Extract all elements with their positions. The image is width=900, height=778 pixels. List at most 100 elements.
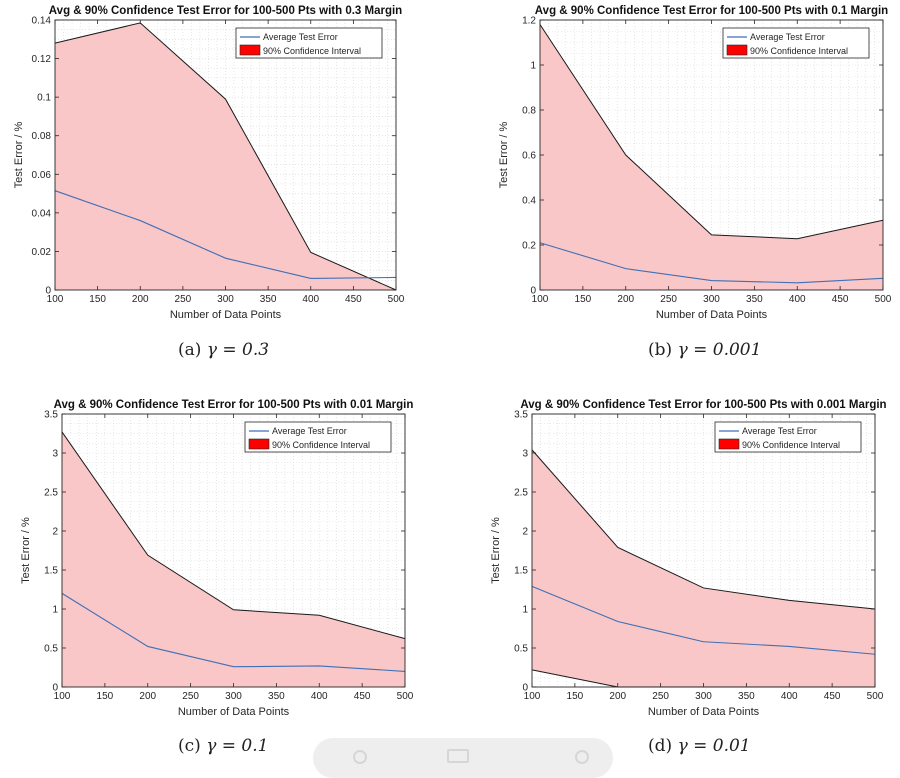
chart-panel-a: Avg & 90% Confidence Test Error for 100-… <box>0 0 445 330</box>
chart-a-average-line <box>54 190 397 279</box>
chart-a-ytick-label: 0.1 <box>37 93 51 104</box>
chart-a-ytick-label: 0.12 <box>32 54 52 65</box>
chart-c-ylabel: Test Error / % <box>20 517 32 584</box>
chart-a-legend-patch-swatch <box>239 44 261 56</box>
chart-c-xtick-label: 350 <box>268 691 285 702</box>
chart-c-xtick-label: 250 <box>182 691 199 702</box>
chart-b-ytick-label: 0.8 <box>522 106 536 117</box>
chart-c-xtick-label: 450 <box>354 691 371 702</box>
chart-c-xtick-label: 500 <box>397 691 414 702</box>
caption-b-math: γ = 0.001 <box>677 340 762 360</box>
caption-b: (b) γ = 0.001 <box>648 340 761 360</box>
caption-a-label: (a) <box>178 340 202 360</box>
chart-b-xtick-label: 250 <box>660 294 677 305</box>
chart-c-legend-entry-interval: 90% Confidence Interval <box>272 440 370 450</box>
chart-c-xlabel: Number of Data Points <box>178 706 290 718</box>
chart-d-xtick-label: 350 <box>738 691 755 702</box>
chart-c-xtick-label: 200 <box>139 691 156 702</box>
chart-a-confidence-band <box>55 22 396 291</box>
chart-a-legend-entry-interval: 90% Confidence Interval <box>263 46 361 56</box>
chart-a-xtick-label: 350 <box>260 294 277 305</box>
chart-a: Avg & 90% Confidence Test Error for 100-… <box>13 5 405 321</box>
chart-c-ytick-label: 3.5 <box>44 410 58 421</box>
chart-b-ytick-label: 0.4 <box>522 196 536 207</box>
chart-d-title: Avg & 90% Confidence Test Error for 100-… <box>520 399 886 411</box>
chart-b-xlabel: Number of Data Points <box>656 309 768 321</box>
toolbar-page-icon[interactable] <box>447 749 469 763</box>
chart-b-ytick-label: 1.2 <box>522 16 536 27</box>
chart-d-confidence-band <box>532 449 875 687</box>
toolbar-record-icon[interactable] <box>575 750 589 764</box>
chart-d: Avg & 90% Confidence Test Error for 100-… <box>490 399 887 718</box>
chart-a-ytick-label: 0.06 <box>32 170 52 181</box>
chart-c-ytick-label: 0.5 <box>44 644 58 655</box>
chart-d-ytick-label: 3 <box>522 449 528 460</box>
viewer-toolbar[interactable] <box>313 738 613 778</box>
chart-d-legend-entry-average: Average Test Error <box>742 426 817 436</box>
chart-c-ytick-label: 1 <box>52 605 58 616</box>
chart-panel-c: Avg & 90% Confidence Test Error for 100-… <box>0 397 445 727</box>
chart-a-ytick-label: 0.04 <box>32 208 52 219</box>
chart-a-xtick-label: 300 <box>217 294 234 305</box>
chart-b-average-line <box>539 242 884 284</box>
chart-a-ylabel: Test Error / % <box>13 121 25 188</box>
chart-panel-d: Avg & 90% Confidence Test Error for 100-… <box>470 397 900 727</box>
chart-d-ylabel: Test Error / % <box>490 517 502 584</box>
caption-d-label: (d) <box>648 736 673 756</box>
chart-c-xtick-label: 300 <box>225 691 242 702</box>
caption-d: (d) γ = 0.01 <box>648 736 751 756</box>
chart-b-legend: Average Test Error 90% Confidence Interva… <box>722 27 870 59</box>
caption-d-math: γ = 0.01 <box>677 736 751 756</box>
chart-b-ytick-label: 0.6 <box>522 151 536 162</box>
chart-d-upper-bound-line <box>531 449 876 610</box>
chart-b-xtick-label: 400 <box>789 294 806 305</box>
chart-c-ytick-label: 1.5 <box>44 566 58 577</box>
chart-a-xlabel: Number of Data Points <box>170 309 282 321</box>
chart-b-upper-bound-line <box>539 24 884 240</box>
chart-c-ytick-label: 2 <box>52 527 58 538</box>
chart-b-xtick-label: 500 <box>875 294 892 305</box>
chart-d-xtick-label: 500 <box>867 691 884 702</box>
chart-d-ytick-label: 2.5 <box>514 488 528 499</box>
caption-c-math: γ = 0.1 <box>206 736 269 756</box>
chart-d-xtick-label: 100 <box>524 691 541 702</box>
chart-c-legend-patch-swatch <box>248 438 270 450</box>
chart-d-xtick-label: 300 <box>695 691 712 702</box>
chart-b-ytick-label: 0 <box>530 286 536 297</box>
chart-b-title: Avg & 90% Confidence Test Error for 100-… <box>535 5 888 17</box>
chart-d-legend-entry-interval: 90% Confidence Interval <box>742 440 840 450</box>
chart-c: Avg & 90% Confidence Test Error for 100-… <box>20 399 414 718</box>
caption-a-math: γ = 0.3 <box>206 340 270 360</box>
chart-a-ytick-label: 0.02 <box>32 247 52 258</box>
chart-b-ytick-label: 0.2 <box>522 241 536 252</box>
caption-c-label: (c) <box>178 736 201 756</box>
chart-b-xtick-label: 100 <box>532 294 549 305</box>
chart-a-legend-box <box>235 27 383 59</box>
chart-b-grid <box>539 19 884 291</box>
chart-b-xtick-label: 200 <box>617 294 634 305</box>
chart-d-legend-patch-swatch <box>718 438 740 450</box>
caption-a: (a) γ = 0.3 <box>178 340 269 360</box>
chart-d-xtick-label: 400 <box>781 691 798 702</box>
chart-c-ytick-label: 0 <box>52 683 58 694</box>
chart-c-legend: Average Test Error 90% Confidence Interva… <box>244 421 392 453</box>
chart-b-legend-entry-average: Average Test Error <box>750 32 825 42</box>
chart-a-xtick-label: 400 <box>302 294 319 305</box>
chart-b-xtick-label: 450 <box>832 294 849 305</box>
chart-c-average-line <box>61 592 406 672</box>
chart-a-xtick-label: 500 <box>388 294 405 305</box>
chart-a-title: Avg & 90% Confidence Test Error for 100-… <box>49 5 402 17</box>
chart-a-ytick-label: 0 <box>45 286 51 297</box>
chart-a-xtick-label: 450 <box>345 294 362 305</box>
chart-a-upper-bound-line <box>54 22 397 291</box>
toolbar-circle-icon[interactable] <box>353 750 367 764</box>
chart-d-ytick-label: 3.5 <box>514 410 528 421</box>
chart-d-ytick-label: 0.5 <box>514 644 528 655</box>
chart-b-confidence-band <box>540 24 883 290</box>
chart-a-xtick-label: 100 <box>47 294 64 305</box>
chart-c-xtick-label: 100 <box>54 691 71 702</box>
chart-c-upper-bound-line <box>61 431 406 640</box>
chart-b-xtick-label: 350 <box>746 294 763 305</box>
chart-b-legend-box <box>722 27 870 59</box>
chart-d-xtick-label: 450 <box>824 691 841 702</box>
